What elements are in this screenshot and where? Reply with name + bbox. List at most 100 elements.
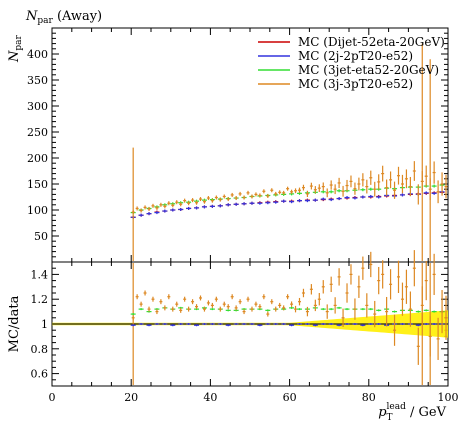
legend-label-dijet: MC (Dijet-52eta-20GeV): [298, 35, 445, 49]
ratio-point-threej: [147, 306, 151, 312]
ratio-point-twoj: [130, 324, 136, 327]
ratio-point-threej: [159, 299, 163, 305]
ratio-point-twoj: [431, 323, 437, 325]
ratio-point-threej: [278, 302, 282, 308]
ratio-point-twoj: [257, 324, 263, 327]
ratio-point-threej: [317, 293, 321, 306]
main-point-twoj: [233, 202, 239, 206]
main-point-threej: [171, 203, 175, 208]
ratio-point-threej: [250, 306, 254, 312]
ratio-point-twoj: [399, 323, 405, 325]
ratio-point-threej: [412, 250, 416, 287]
ratio-panel: 0 20 40 60 80 100 0.6 0.8 1 1.2 1.4: [31, 250, 459, 404]
main-point-threej: [385, 179, 389, 196]
main-point-threej: [408, 176, 412, 197]
ratio-point-threej: [305, 306, 309, 317]
main-point-threej: [444, 174, 448, 199]
main-point-threej: [294, 188, 298, 194]
ratio-point-twoj: [249, 323, 255, 325]
ratio-point-threej: [325, 304, 329, 319]
main-point-threej: [135, 206, 139, 211]
ratio-point-twoj: [217, 323, 223, 325]
ratio-point-twoj: [281, 323, 287, 325]
ratio-point-twoj: [297, 323, 302, 325]
ratio-point-twoj: [352, 323, 358, 325]
main-point-threej: [202, 199, 206, 204]
main-point-twoj: [217, 204, 223, 208]
ratio-point-twoj: [415, 324, 421, 327]
main-point-threej: [397, 166, 400, 185]
main-point-threej: [266, 193, 270, 198]
main-point-threej: [147, 206, 151, 211]
main-point-threej: [313, 186, 317, 194]
ratio-point-threejet: [360, 308, 366, 311]
ratio-point-threej: [270, 299, 274, 305]
main-y-tick-label: 200: [27, 152, 48, 165]
main-point-threej: [282, 190, 286, 195]
main-point-twoj: [257, 201, 263, 205]
main-point-threej: [199, 197, 202, 202]
main-point-threej: [317, 184, 321, 193]
main-y-tick-label: 350: [27, 74, 48, 87]
ratio-point-threejet: [376, 309, 382, 312]
ratio-point-twoj: [154, 323, 160, 325]
ratio-point-threej: [373, 300, 377, 328]
ratio-point-twoj: [312, 324, 318, 327]
ratio-point-threejet: [265, 309, 271, 312]
ratio-y-tick-label: 1: [41, 318, 48, 331]
main-point-twoj: [138, 213, 144, 217]
main-point-threej: [258, 193, 262, 198]
main-point-twoj: [376, 195, 382, 199]
ratio-point-twoj: [304, 323, 310, 325]
ratio-point-twoj: [209, 323, 215, 325]
ratio-point-threej: [290, 301, 294, 307]
main-point-threej: [151, 203, 155, 208]
main-point-threej: [404, 169, 408, 189]
main-point-twoj: [320, 197, 326, 201]
ratio-point-threejet: [297, 308, 302, 311]
ratio-point-twoj: [146, 324, 152, 327]
ratio-y-tick-label: 0.6: [31, 368, 49, 381]
ratio-point-threej: [400, 282, 404, 316]
ratio-point-twoj: [170, 324, 176, 327]
main-point-threej: [195, 200, 199, 205]
main-point-threej: [183, 198, 187, 203]
main-point-threej: [246, 190, 250, 195]
main-point-threej: [218, 197, 222, 202]
main-point-threej: [341, 185, 345, 197]
ratio-point-twoj: [289, 324, 295, 327]
main-point-threej: [250, 194, 254, 199]
ratio-point-threej: [393, 314, 397, 346]
ratio-point-twoj: [233, 323, 239, 325]
main-point-twoj: [336, 197, 342, 201]
ratio-y-tick-label: 0.8: [31, 343, 49, 356]
ratio-point-threej: [428, 316, 432, 357]
ratio-point-twoj: [241, 323, 247, 325]
ratio-point-twoj: [201, 323, 207, 325]
ratio-point-threej: [191, 299, 195, 305]
main-point-threej: [230, 192, 234, 197]
main-point-threej: [167, 201, 171, 206]
main-point-threej: [238, 191, 242, 196]
chart-title: Npar (Away): [25, 9, 102, 26]
ratio-point-threej: [377, 266, 381, 295]
ratio-point-threej: [254, 301, 258, 307]
ratio-point-twoj: [162, 323, 168, 325]
ratio-point-threej: [404, 269, 408, 304]
main-point-twoj: [194, 206, 200, 210]
main-point-threej: [187, 201, 191, 206]
main-point-twoj: [249, 201, 255, 205]
main-point-twoj: [146, 212, 152, 216]
ratio-point-threej: [337, 268, 341, 286]
main-point-threej: [262, 189, 266, 194]
main-point-twoj: [241, 202, 247, 206]
ratio-point-threejet: [423, 309, 429, 312]
main-point-threej: [210, 198, 214, 203]
ratio-point-threej: [408, 291, 412, 327]
legend: MC (Dijet-52eta-20GeV)MC (2j-2pT20-e52)M…: [258, 35, 445, 91]
main-point-threej: [242, 195, 246, 200]
ratio-point-threej: [369, 251, 373, 278]
ratio-point-twoj: [138, 323, 144, 325]
ratio-point-threej: [210, 302, 214, 308]
